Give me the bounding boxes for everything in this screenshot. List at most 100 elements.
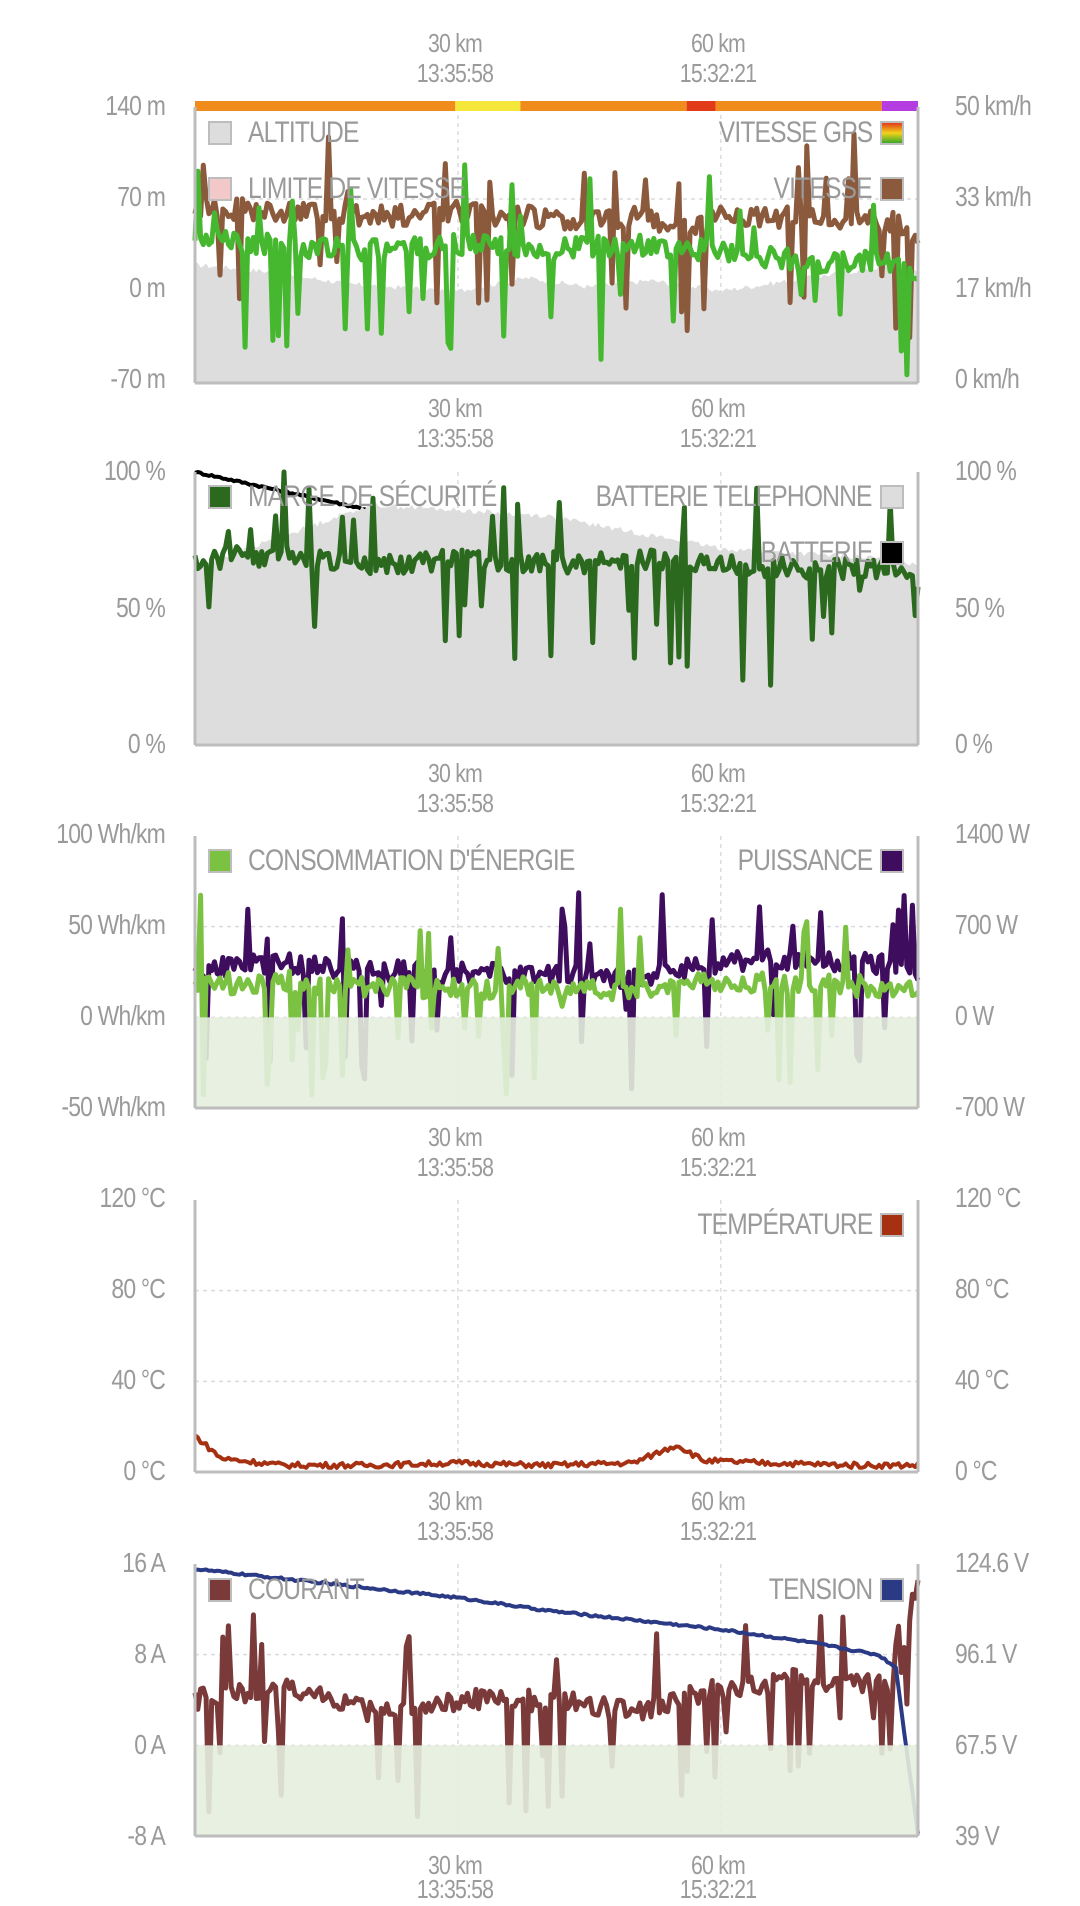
legend-label-speed: VITESSE [773,172,873,205]
legend-swatch-voltage [880,1578,904,1602]
legend-swatch-phone-battery [880,485,904,509]
left-tick: 8 A [134,1638,166,1669]
x-label-time-30: 13:35:58 [416,1152,494,1182]
x-label-km-30: 30 km [428,1486,483,1516]
top-x-label-time-60: 15:32:21 [679,58,757,88]
legend-swatch-temperature [880,1213,904,1237]
left-tick: 0 A [134,1729,166,1760]
left-tick: 0 Wh/km [80,1000,166,1031]
legend-swatch-safety-margin [208,485,232,509]
x-label-time-30: 13:35:58 [416,788,494,818]
top-x-label-km-60: 60 km [691,28,746,58]
x-label-time-60: 15:32:21 [679,1516,757,1546]
speed-ribbon-segment [195,101,456,111]
speed-ribbon-segment [520,101,687,111]
legend-swatch-battery [880,541,904,565]
left-tick: 100 Wh/km [56,818,166,849]
speed-ribbon-segment [715,101,882,111]
right-tick: 80 °C [955,1273,1009,1304]
left-tick: -50 Wh/km [61,1091,165,1122]
series-courant-line [192,1579,921,1819]
legend-label-safety-margin: MARGE DE SÉCURITÉ [248,480,497,513]
x-label-km-30: 30 km [428,758,483,788]
left-tick: 0 °C [123,1455,165,1486]
legend-swatch-gps-speed [880,121,904,145]
right-tick: 120 °C [955,1182,1021,1213]
left-tick: -70 m [110,363,165,394]
series-puissance-line [192,890,921,1092]
x-label-km-60: 60 km [691,1122,746,1152]
x-label-time-60: 15:32:21 [679,1152,757,1182]
series-altitude-area [195,262,918,383]
x-label-time-60: 15:32:21 [679,1874,757,1904]
right-tick: -700 W [955,1091,1025,1122]
right-tick: 50 km/h [955,90,1032,121]
left-tick: 50 Wh/km [68,909,166,940]
right-tick: 39 V [955,1820,1000,1851]
left-tick: 140 m [105,90,166,121]
plot-background [195,1200,918,1472]
negative-zone-fill [195,1745,918,1836]
speed-altitude-panel [0,0,1080,385]
right-tick: 96.1 V [955,1638,1017,1669]
legend-swatch-power [880,849,904,873]
legend-label-battery: BATTERIE [760,536,873,569]
negative-zone-fill [195,1017,918,1108]
left-tick: 80 °C [111,1273,165,1304]
right-tick: 0 % [955,728,993,759]
legend-label-phone-battery: BATTERIE TELEPHONNE [595,480,873,513]
legend-label-speed-limit: LIMITE DE VITESSE [248,172,466,205]
x-label-time-30: 13:35:58 [416,423,494,453]
legend-label-altitude: ALTITUDE [248,116,359,149]
left-tick: 40 °C [111,1364,165,1395]
left-tick: -8 A [127,1820,165,1851]
series-marge-de-s-curit--line [192,469,921,688]
speed-ribbon-segment [881,101,918,111]
legend-label-gps-speed: VITESSE GPS [718,116,872,149]
legend-swatch-speed-limit [208,177,232,201]
left-tick: 120 °C [99,1182,165,1213]
x-label-time-60: 15:32:21 [679,423,757,453]
legend-label-power: PUISSANCE [737,844,873,877]
right-tick: 1400 W [955,818,1030,849]
legend-swatch-speed [880,177,904,201]
right-tick: 0 °C [955,1455,997,1486]
series-vitesse-gps-line [192,162,920,378]
x-label-km-30: 30 km [428,1850,483,1880]
right-tick: 50 % [955,592,1005,623]
legend-label-voltage: TENSION [768,1573,872,1606]
x-label-km-30: 30 km [428,393,483,423]
right-tick: 100 % [955,455,1017,486]
right-tick: 40 °C [955,1364,1009,1395]
x-label-km-60: 60 km [691,1850,746,1880]
x-label-km-60: 60 km [691,758,746,788]
right-tick: 0 km/h [955,363,1020,394]
x-label-km-60: 60 km [691,393,746,423]
legend-label-energy-consumption: CONSOMMATION D'ÉNERGIE [248,844,575,877]
x-label-km-60: 60 km [691,1486,746,1516]
series-tension-line [194,1567,920,1834]
x-label-km-30: 30 km [428,1122,483,1152]
left-tick: 70 m [117,181,166,212]
right-tick: 0 W [955,1000,994,1031]
legend-label-temperature: TEMPÉRATURE [696,1208,873,1241]
top-x-label-time-30: 13:35:58 [416,58,494,88]
x-label-time-60: 15:32:21 [679,788,757,818]
speed-altitude-plot [192,101,921,385]
legend-swatch-energy-consumption [208,849,232,873]
right-tick: 17 km/h [955,272,1032,303]
legend-swatch-altitude [208,121,232,145]
right-tick: 33 km/h [955,181,1032,212]
x-label-time-30: 13:35:58 [416,1874,494,1904]
legend-label-current: COURANT [248,1573,365,1606]
top-x-label-km-30: 30 km [428,28,483,58]
speed-ribbon-segment [686,101,716,111]
right-tick: 700 W [955,909,1018,940]
